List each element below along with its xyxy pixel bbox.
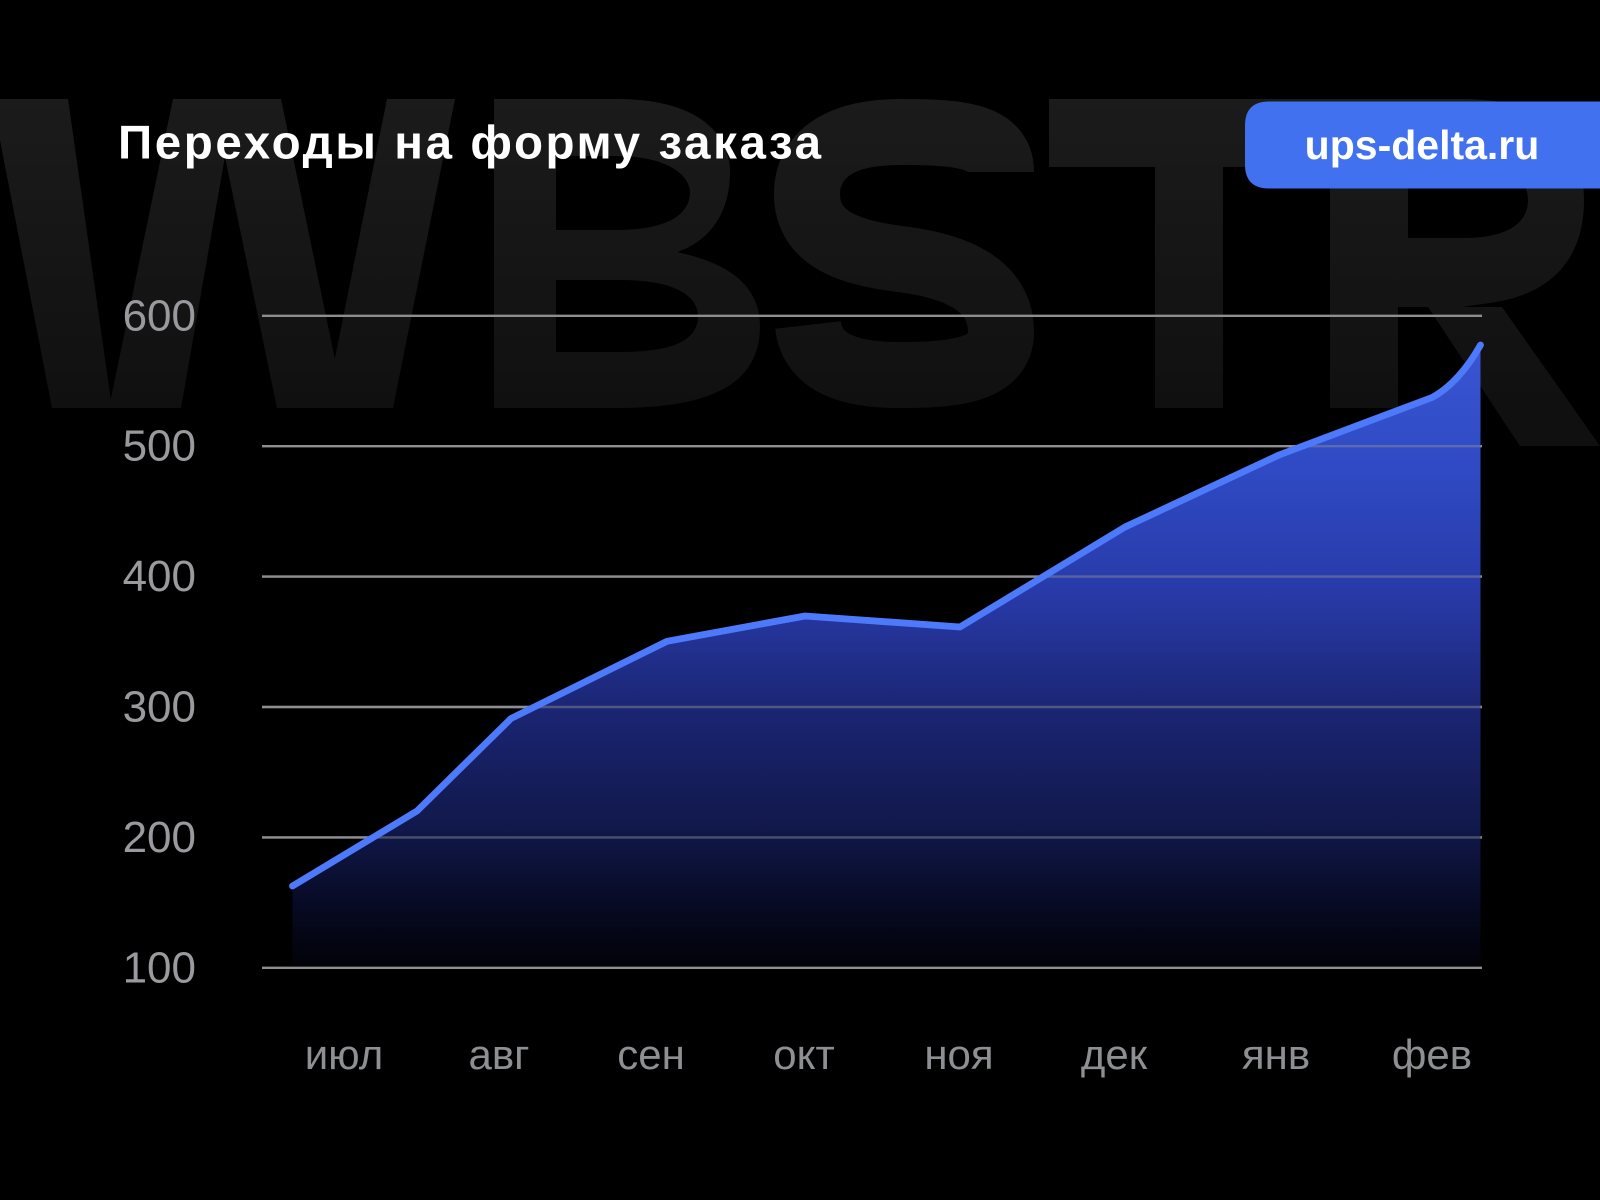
- svg-text:100: 100: [123, 943, 196, 992]
- svg-text:ups-delta.ru: ups-delta.ru: [1305, 122, 1540, 168]
- svg-text:окт: окт: [773, 1031, 834, 1078]
- svg-text:янв: янв: [1242, 1031, 1310, 1078]
- svg-text:200: 200: [123, 813, 196, 862]
- svg-text:фев: фев: [1392, 1031, 1472, 1078]
- svg-text:600: 600: [123, 291, 196, 340]
- svg-text:июл: июл: [305, 1031, 384, 1078]
- svg-text:ноя: ноя: [924, 1031, 993, 1078]
- svg-text:400: 400: [123, 552, 196, 601]
- svg-text:300: 300: [123, 683, 196, 732]
- svg-text:дек: дек: [1081, 1031, 1148, 1078]
- svg-text:Переходы на форму заказа: Переходы на форму заказа: [118, 116, 824, 169]
- svg-text:авг: авг: [469, 1031, 530, 1078]
- svg-text:сен: сен: [617, 1031, 685, 1078]
- svg-text:500: 500: [123, 422, 196, 471]
